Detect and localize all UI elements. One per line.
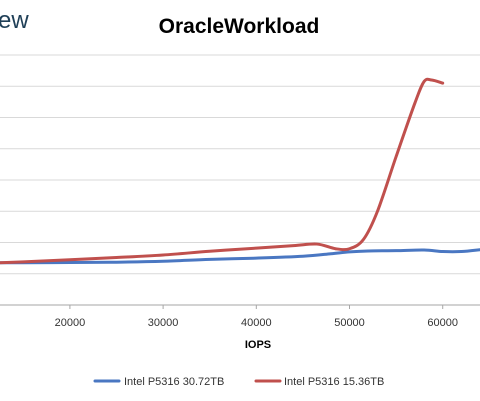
logo-fragment: ew bbox=[0, 7, 29, 34]
series-line-1 bbox=[0, 248, 480, 265]
x-tick-label-40000: 40000 bbox=[241, 317, 272, 329]
x-axis-label: IOPS bbox=[245, 339, 271, 351]
tick-layer: 20000 30000 40000 50000 60000 bbox=[55, 305, 458, 329]
x-tick-label-20000: 20000 bbox=[55, 317, 86, 329]
chart-legend: Intel P5316 30.72TB Intel P5316 15.36TB bbox=[93, 376, 384, 388]
x-tick-label-60000: 60000 bbox=[427, 317, 458, 329]
chart-title: OracleWorkload bbox=[159, 15, 320, 38]
x-tick-label-30000: 30000 bbox=[148, 317, 179, 329]
x-tick-label-50000: 50000 bbox=[334, 317, 365, 329]
series-line-2 bbox=[0, 77, 445, 265]
legend-label-series-2: Intel P5316 15.36TB bbox=[284, 376, 384, 388]
legend-label-series-1: Intel P5316 30.72TB bbox=[124, 376, 224, 388]
series-layer bbox=[0, 77, 480, 265]
grid-layer bbox=[0, 54, 480, 275]
